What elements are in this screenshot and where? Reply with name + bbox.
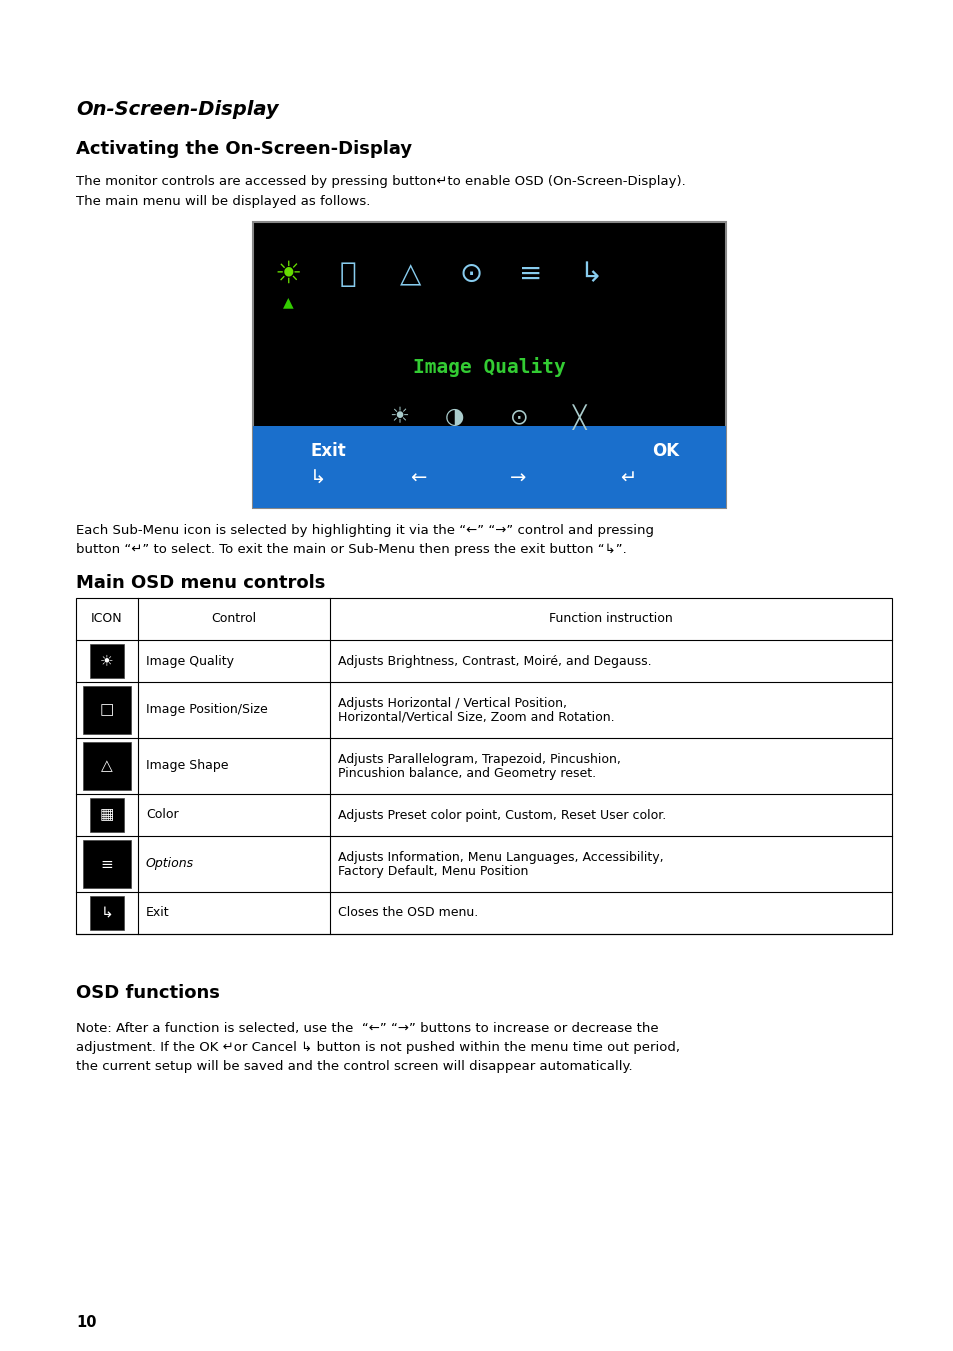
Bar bbox=[83, 742, 131, 790]
Text: □: □ bbox=[100, 703, 114, 717]
Text: ↳: ↳ bbox=[578, 259, 602, 288]
Text: ↳: ↳ bbox=[100, 905, 113, 920]
Text: Adjusts Brightness, Contrast, Moiré, and Degauss.: Adjusts Brightness, Contrast, Moiré, and… bbox=[337, 654, 651, 667]
Text: ☀: ☀ bbox=[389, 407, 409, 427]
Text: ↳: ↳ bbox=[310, 469, 326, 488]
Text: Pincushion balance, and Geometry reset.: Pincushion balance, and Geometry reset. bbox=[337, 766, 596, 780]
Text: 10: 10 bbox=[76, 1315, 96, 1329]
Text: Exit: Exit bbox=[146, 907, 170, 920]
Text: △: △ bbox=[101, 758, 112, 774]
Text: the current setup will be saved and the control screen will disappear automatica: the current setup will be saved and the … bbox=[76, 1061, 632, 1073]
Bar bbox=[76, 598, 891, 934]
Text: The main menu will be displayed as follows.: The main menu will be displayed as follo… bbox=[76, 195, 370, 208]
Text: Options: Options bbox=[146, 858, 193, 870]
Text: adjustment. If the OK ↵or Cancel ↳ button is not pushed within the menu time out: adjustment. If the OK ↵or Cancel ↳ butto… bbox=[76, 1042, 679, 1054]
Text: Activating the On-Screen-Display: Activating the On-Screen-Display bbox=[76, 141, 412, 158]
Text: ☀: ☀ bbox=[100, 654, 113, 669]
Text: Horizontal/Vertical Size, Zoom and Rotation.: Horizontal/Vertical Size, Zoom and Rotat… bbox=[337, 711, 614, 724]
Text: ☀: ☀ bbox=[274, 259, 301, 289]
Text: Image Position/Size: Image Position/Size bbox=[146, 704, 268, 716]
Text: ≡: ≡ bbox=[100, 857, 113, 871]
Text: Image Shape: Image Shape bbox=[146, 759, 229, 773]
Text: Adjusts Preset color point, Custom, Reset User color.: Adjusts Preset color point, Custom, Rese… bbox=[337, 808, 665, 821]
Text: ╳: ╳ bbox=[572, 404, 585, 430]
Text: button “↵” to select. To exit the main or Sub-Menu then press the exit button “↳: button “↵” to select. To exit the main o… bbox=[76, 543, 626, 557]
Text: On-Screen-Display: On-Screen-Display bbox=[76, 100, 278, 119]
Text: Main OSD menu controls: Main OSD menu controls bbox=[76, 574, 325, 592]
Text: Function instruction: Function instruction bbox=[549, 612, 672, 626]
Bar bbox=[253, 426, 725, 508]
Bar bbox=[90, 896, 124, 929]
Text: △: △ bbox=[400, 259, 421, 288]
Bar bbox=[83, 686, 131, 734]
Bar bbox=[90, 644, 124, 678]
Text: Closes the OSD menu.: Closes the OSD menu. bbox=[337, 907, 477, 920]
Text: Image Quality: Image Quality bbox=[413, 357, 565, 377]
Text: Adjusts Information, Menu Languages, Accessibility,: Adjusts Information, Menu Languages, Acc… bbox=[337, 851, 663, 863]
Text: OK: OK bbox=[652, 442, 679, 459]
Text: ≡: ≡ bbox=[518, 259, 542, 288]
Text: →: → bbox=[509, 469, 526, 488]
Bar bbox=[83, 840, 131, 888]
Text: ▦: ▦ bbox=[100, 808, 114, 823]
Text: Each Sub-Menu icon is selected by highlighting it via the “←” “→” control and pr: Each Sub-Menu icon is selected by highli… bbox=[76, 524, 654, 536]
Bar bbox=[90, 798, 124, 832]
Text: ▲: ▲ bbox=[282, 295, 293, 309]
Text: Color: Color bbox=[146, 808, 178, 821]
Text: Note: After a function is selected, use the  “←” “→” buttons to increase or decr: Note: After a function is selected, use … bbox=[76, 1021, 658, 1035]
Text: Factory Default, Menu Position: Factory Default, Menu Position bbox=[337, 865, 528, 878]
Text: ICON: ICON bbox=[91, 612, 123, 626]
Text: The monitor controls are accessed by pressing button↵to enable OSD (On-Screen-Di: The monitor controls are accessed by pre… bbox=[76, 176, 685, 188]
Text: Adjusts Parallelogram, Trapezoid, Pincushion,: Adjusts Parallelogram, Trapezoid, Pincus… bbox=[337, 753, 620, 766]
Text: ⎕: ⎕ bbox=[339, 259, 355, 288]
Bar bbox=[253, 222, 725, 508]
Text: ←: ← bbox=[410, 469, 426, 488]
Text: ⊙: ⊙ bbox=[459, 259, 482, 288]
Text: Image Quality: Image Quality bbox=[146, 654, 233, 667]
Text: ↵: ↵ bbox=[619, 469, 636, 488]
Text: Control: Control bbox=[212, 612, 256, 626]
Text: Exit: Exit bbox=[310, 442, 346, 459]
Text: OSD functions: OSD functions bbox=[76, 984, 219, 1002]
Text: Adjusts Horizontal / Vertical Position,: Adjusts Horizontal / Vertical Position, bbox=[337, 697, 566, 709]
Text: ◑: ◑ bbox=[444, 407, 464, 427]
Text: ⊙: ⊙ bbox=[510, 407, 528, 427]
